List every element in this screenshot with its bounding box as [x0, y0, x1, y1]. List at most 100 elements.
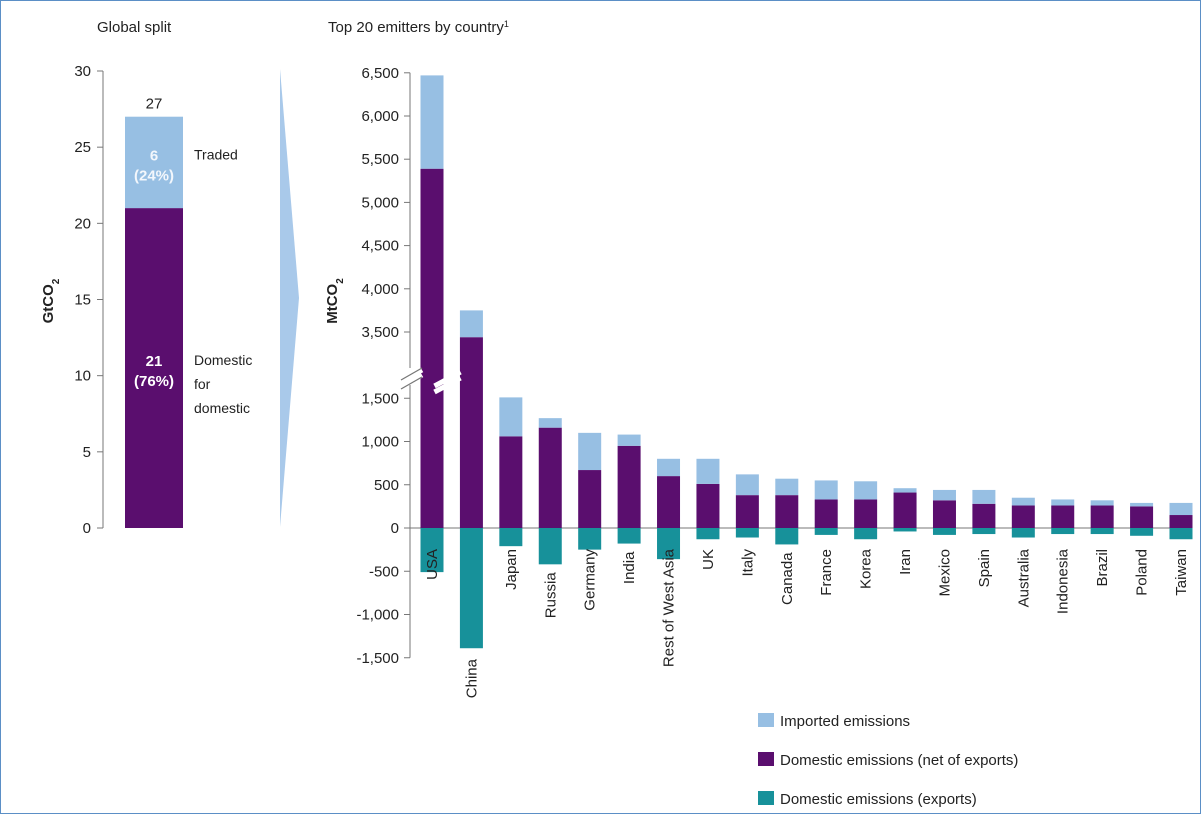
axis-break-mark-gap	[433, 375, 462, 395]
axis-break-gap	[400, 368, 1179, 385]
bar-imported	[1051, 499, 1075, 506]
right-y-tick-label: 6,000	[361, 108, 399, 125]
bar-domestic-net	[499, 436, 523, 528]
left-y-tick-label: 5	[83, 444, 91, 461]
bar-domestic-exports	[1130, 528, 1154, 536]
bar-domestic-exports	[1051, 528, 1075, 535]
left-stack-side-label: for	[194, 376, 211, 392]
bar-imported	[1090, 500, 1114, 506]
bar-imported	[696, 458, 720, 484]
bar-domestic-exports	[696, 528, 720, 540]
bar-imported	[657, 458, 681, 477]
legend-swatch	[758, 713, 774, 727]
legend-swatch	[758, 791, 774, 805]
bar-domestic-exports	[972, 528, 996, 535]
x-category-label: Rest of West Asia	[661, 548, 678, 667]
bar-domestic-exports	[1090, 528, 1114, 535]
right-y-tick-label: -500	[369, 563, 399, 580]
right-y-tick-label: 5,500	[361, 151, 399, 168]
bar-domestic-net	[893, 492, 917, 528]
x-category-label: India	[621, 551, 638, 584]
bar-imported	[932, 489, 956, 501]
x-category-label: Mexico	[936, 549, 953, 597]
bar-domestic-net	[459, 337, 483, 528]
right-y-tick-label: 4,500	[361, 238, 399, 255]
right-y-tick-label: 500	[374, 477, 399, 494]
axis-break-mark	[400, 376, 423, 390]
bar-domestic-exports	[538, 528, 562, 565]
x-category-label: Germany	[582, 549, 599, 611]
x-category-label: USA	[424, 549, 441, 580]
right-y-tick-label: 5,000	[361, 194, 399, 211]
left-stack-value-label: 21	[146, 353, 163, 370]
bar-domestic-net	[854, 499, 878, 528]
x-category-label: France	[818, 549, 835, 596]
right-y-axis-label: MtCO2	[324, 278, 346, 324]
left-y-tick-label: 0	[83, 520, 91, 537]
left-y-tick-label: 15	[74, 292, 91, 309]
bar-domestic-net	[814, 499, 838, 528]
bar-imported	[972, 489, 996, 504]
bar-domestic-net	[972, 503, 996, 528]
legend-label: Domestic emissions (net of exports)	[780, 752, 1018, 769]
bar-domestic-net	[1011, 505, 1035, 528]
x-category-label: Indonesia	[1055, 548, 1072, 614]
x-category-label: Italy	[739, 549, 756, 577]
left-y-tick-label: 20	[74, 215, 91, 232]
left-y-tick-label: 25	[74, 139, 91, 156]
x-category-label: UK	[700, 549, 717, 570]
right-y-tick-label: 6,500	[361, 65, 399, 82]
bar-imported	[1011, 497, 1035, 506]
right-y-tick-label: 1,500	[361, 390, 399, 407]
x-category-label: Australia	[1015, 548, 1032, 607]
x-category-label: China	[463, 658, 480, 698]
x-category-label: Spain	[976, 549, 993, 587]
left-total-label: 27	[146, 96, 163, 113]
axis-break-mark	[400, 367, 423, 381]
left-stack-side-label: domestic	[194, 400, 250, 416]
bar-domestic-net	[578, 470, 602, 528]
legend-swatch	[758, 752, 774, 766]
right-y-tick-label: 1,000	[361, 434, 399, 451]
bar-imported	[499, 397, 523, 437]
bar-domestic-exports	[459, 528, 483, 649]
x-category-label: Poland	[1134, 549, 1151, 596]
legend-label: Imported emissions	[780, 713, 910, 730]
bar-domestic-exports	[1011, 528, 1035, 538]
bar-domestic-net	[538, 427, 562, 528]
bar-domestic-exports	[420, 528, 444, 573]
x-category-label: Taiwan	[1173, 549, 1190, 596]
divider-arrow-shape	[280, 69, 299, 527]
bar-imported	[538, 418, 562, 428]
x-category-label: Canada	[779, 552, 796, 605]
left-stack-side-label: Traded	[194, 146, 238, 162]
left-stack-value-label: 6	[150, 147, 158, 164]
bar-domestic-net	[932, 500, 956, 528]
bar-domestic-net	[420, 168, 444, 529]
axis-break-mark-gap	[399, 367, 424, 385]
left-stack-bar-traded	[125, 116, 183, 209]
bar-imported	[1130, 502, 1154, 507]
x-category-label: Russia	[542, 572, 559, 619]
legend-label: Domestic emissions (exports)	[780, 791, 977, 808]
bar-domestic-exports	[735, 528, 759, 538]
bar-imported	[893, 488, 917, 493]
right-chart-title: Top 20 emitters by country1	[328, 19, 509, 36]
right-y-tick-label: -1,000	[356, 607, 399, 624]
bar-domestic-exports	[775, 528, 799, 545]
bar-domestic-net	[1130, 506, 1154, 528]
right-y-tick-label: 4,000	[361, 281, 399, 298]
bar-imported	[617, 434, 641, 446]
bar-domestic-net	[696, 483, 720, 528]
left-y-tick-label: 10	[74, 368, 91, 385]
bar-domestic-exports	[893, 528, 917, 532]
bar-domestic-exports	[814, 528, 838, 535]
right-y-tick-label: 3,500	[361, 324, 399, 341]
bar-domestic-net	[657, 476, 681, 528]
left-stack-share-label: (76%)	[134, 373, 174, 390]
bar-imported	[1169, 502, 1193, 516]
bar-domestic-net	[775, 495, 799, 528]
axis-break-mark-gap	[399, 372, 424, 390]
